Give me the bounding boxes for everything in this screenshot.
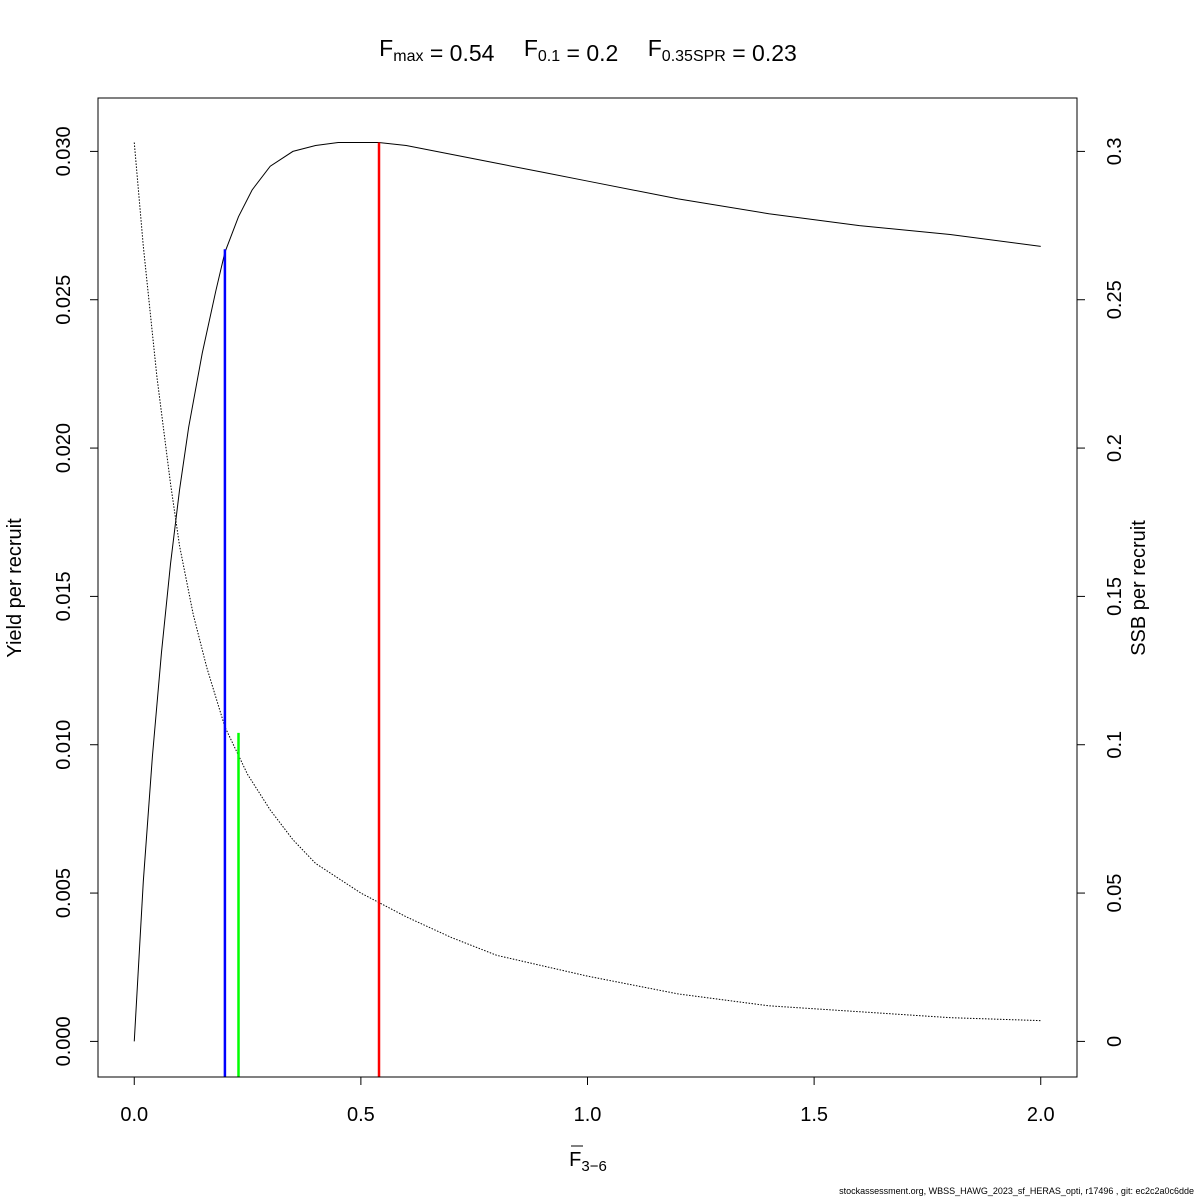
x-tick-label: 1.5: [800, 1104, 828, 1126]
y2-tick-label: 0.05: [1104, 874, 1126, 913]
x-axis: 0.0 0.5 1.0 1.5 2.0: [120, 1076, 1055, 1126]
y2-tick-label: 0: [1104, 1036, 1126, 1047]
y2-tick-label: 0.2: [1104, 434, 1126, 462]
x-axis-label: F3−6: [569, 1149, 607, 1175]
y2-tick-label: 0.15: [1104, 577, 1126, 616]
y-tick-label: 0.015: [53, 571, 75, 621]
yield-per-recruit-curve: [133, 142, 1041, 1042]
y-axis-label: Yield per recruit: [4, 518, 26, 658]
x-tick-label: 2.0: [1027, 1104, 1055, 1126]
y-tick-label: 0.010: [53, 720, 75, 770]
chart-title: Fmax = 0.54 F0.1 = 0.2 F0.35SPR = 0.23: [379, 35, 797, 66]
y2-tick-label: 0.1: [1104, 731, 1126, 759]
y2-tick-label: 0.25: [1104, 280, 1126, 319]
y-axis-left: 0.000 0.005 0.010 0.015 0.020 0.025 0.030: [53, 126, 99, 1066]
axis-labels: Yield per recruit SSB per recruit F3−6: [4, 518, 1150, 1175]
x-tick-label: 1.0: [574, 1104, 602, 1126]
title-text: Fmax = 0.54 F0.1 = 0.2 F0.35SPR = 0.23: [379, 35, 797, 66]
y2-tick-label: 0.3: [1104, 137, 1126, 165]
x-tick-label: 0.5: [347, 1104, 375, 1126]
x-tick-label: 0.0: [120, 1104, 148, 1126]
y-tick-label: 0.025: [53, 275, 75, 325]
y-tick-label: 0.030: [53, 126, 75, 176]
footer-credit: stockassessment.org, WBSS_HAWG_2023_sf_H…: [839, 1186, 1194, 1196]
y2-axis-label: SSB per recruit: [1128, 520, 1150, 656]
y-tick-label: 0.005: [53, 868, 75, 918]
y-axis-right: 0 0.05 0.1 0.15 0.2 0.25 0.3: [1076, 137, 1126, 1047]
reference-lines: [223, 142, 381, 1077]
ssb-per-recruit-curve: [133, 142, 1041, 1022]
plot-frame: [97, 97, 1078, 1078]
y-tick-label: 0.000: [53, 1016, 75, 1066]
y-tick-label: 0.020: [53, 423, 75, 473]
curves: [133, 142, 1041, 1042]
